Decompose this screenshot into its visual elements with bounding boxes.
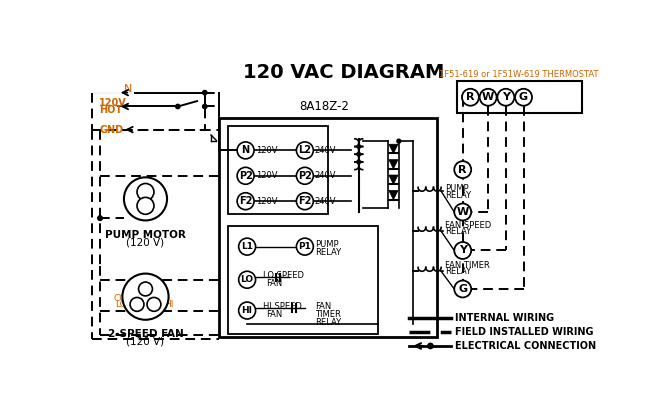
Text: Y: Y: [459, 246, 467, 256]
Text: (120 V): (120 V): [127, 337, 165, 347]
Polygon shape: [389, 144, 398, 153]
Text: 8A18Z-2: 8A18Z-2: [299, 101, 349, 114]
Text: LO: LO: [241, 275, 254, 284]
Circle shape: [124, 177, 167, 220]
Text: HI: HI: [164, 300, 174, 309]
Circle shape: [296, 167, 314, 184]
Text: L2: L2: [298, 145, 312, 155]
Circle shape: [239, 302, 255, 319]
Text: P1: P1: [298, 242, 312, 251]
Bar: [219, 118, 437, 337]
Text: 1F51-619 or 1F51W-619 THERMOSTAT: 1F51-619 or 1F51W-619 THERMOSTAT: [440, 70, 599, 79]
Text: 2-SPEED FAN: 2-SPEED FAN: [108, 329, 184, 339]
Circle shape: [462, 89, 479, 106]
Text: (120 V): (120 V): [127, 238, 165, 247]
Circle shape: [515, 89, 532, 106]
Text: LO SPEED: LO SPEED: [263, 272, 304, 280]
Polygon shape: [389, 190, 398, 200]
Text: 120V: 120V: [255, 171, 277, 180]
Text: P2: P2: [298, 171, 312, 181]
Text: FAN: FAN: [267, 279, 283, 288]
Circle shape: [202, 104, 207, 109]
Circle shape: [137, 197, 154, 214]
Circle shape: [296, 142, 314, 159]
Circle shape: [147, 297, 161, 311]
Text: FAN TIMER: FAN TIMER: [445, 261, 490, 269]
Text: HOT: HOT: [99, 105, 123, 115]
Polygon shape: [389, 175, 398, 184]
Text: HI: HI: [242, 306, 253, 315]
Circle shape: [130, 297, 144, 311]
Circle shape: [480, 89, 496, 106]
Circle shape: [427, 343, 433, 349]
Text: 120V: 120V: [99, 98, 127, 108]
Text: G: G: [519, 92, 528, 102]
Circle shape: [454, 280, 471, 297]
Text: F2: F2: [298, 196, 312, 206]
Bar: [228, 126, 328, 214]
Text: 240V: 240V: [315, 146, 336, 155]
Text: FAN SPEED: FAN SPEED: [445, 220, 491, 230]
Text: 240V: 240V: [315, 171, 336, 180]
Text: PUMP MOTOR: PUMP MOTOR: [105, 230, 186, 240]
Text: 120V: 120V: [255, 197, 277, 206]
Text: W: W: [456, 207, 469, 217]
Text: 240V: 240V: [315, 197, 336, 206]
Circle shape: [239, 271, 255, 288]
Circle shape: [397, 139, 401, 143]
Circle shape: [237, 193, 254, 210]
Circle shape: [137, 184, 154, 200]
Circle shape: [237, 167, 254, 184]
Circle shape: [139, 282, 152, 296]
Bar: [456, 81, 582, 114]
Circle shape: [497, 89, 515, 106]
Polygon shape: [389, 160, 398, 169]
Text: LO: LO: [115, 300, 127, 309]
Circle shape: [176, 104, 180, 109]
Text: N: N: [241, 145, 250, 155]
Text: FAN: FAN: [315, 302, 331, 311]
Circle shape: [454, 242, 471, 259]
Text: ELECTRICAL CONNECTION: ELECTRICAL CONNECTION: [455, 341, 596, 351]
Text: Y: Y: [502, 92, 510, 102]
Text: RELAY: RELAY: [315, 248, 341, 256]
Circle shape: [296, 238, 314, 255]
Text: RELAY: RELAY: [315, 318, 341, 326]
Circle shape: [239, 238, 255, 255]
Text: F2: F2: [239, 196, 253, 206]
Text: TIMER: TIMER: [315, 310, 341, 319]
Circle shape: [123, 274, 169, 320]
Circle shape: [237, 142, 254, 159]
Text: R: R: [466, 92, 474, 102]
Text: L1: L1: [241, 242, 253, 251]
Text: PUMP: PUMP: [315, 240, 338, 249]
Text: GND: GND: [99, 124, 123, 134]
Text: PUMP: PUMP: [445, 184, 468, 194]
Text: FAN: FAN: [267, 310, 283, 319]
Text: RELAY: RELAY: [445, 227, 471, 236]
Circle shape: [98, 216, 103, 220]
Circle shape: [454, 204, 471, 220]
Bar: [228, 226, 378, 334]
Circle shape: [454, 161, 471, 178]
Circle shape: [202, 91, 207, 95]
Text: INTERNAL WIRING: INTERNAL WIRING: [455, 313, 554, 323]
Text: N: N: [123, 84, 132, 94]
Text: W: W: [482, 92, 494, 102]
Text: R: R: [458, 165, 467, 175]
Text: COM: COM: [113, 294, 134, 303]
Text: RELAY: RELAY: [445, 267, 471, 276]
Text: 120V: 120V: [255, 146, 277, 155]
Text: G: G: [458, 284, 467, 294]
Text: HI SPEED: HI SPEED: [263, 302, 302, 311]
Text: 120 VAC DIAGRAM: 120 VAC DIAGRAM: [243, 62, 444, 82]
Text: FIELD INSTALLED WIRING: FIELD INSTALLED WIRING: [455, 327, 594, 337]
Circle shape: [296, 193, 314, 210]
Text: RELAY: RELAY: [445, 191, 471, 199]
Text: P2: P2: [239, 171, 253, 181]
